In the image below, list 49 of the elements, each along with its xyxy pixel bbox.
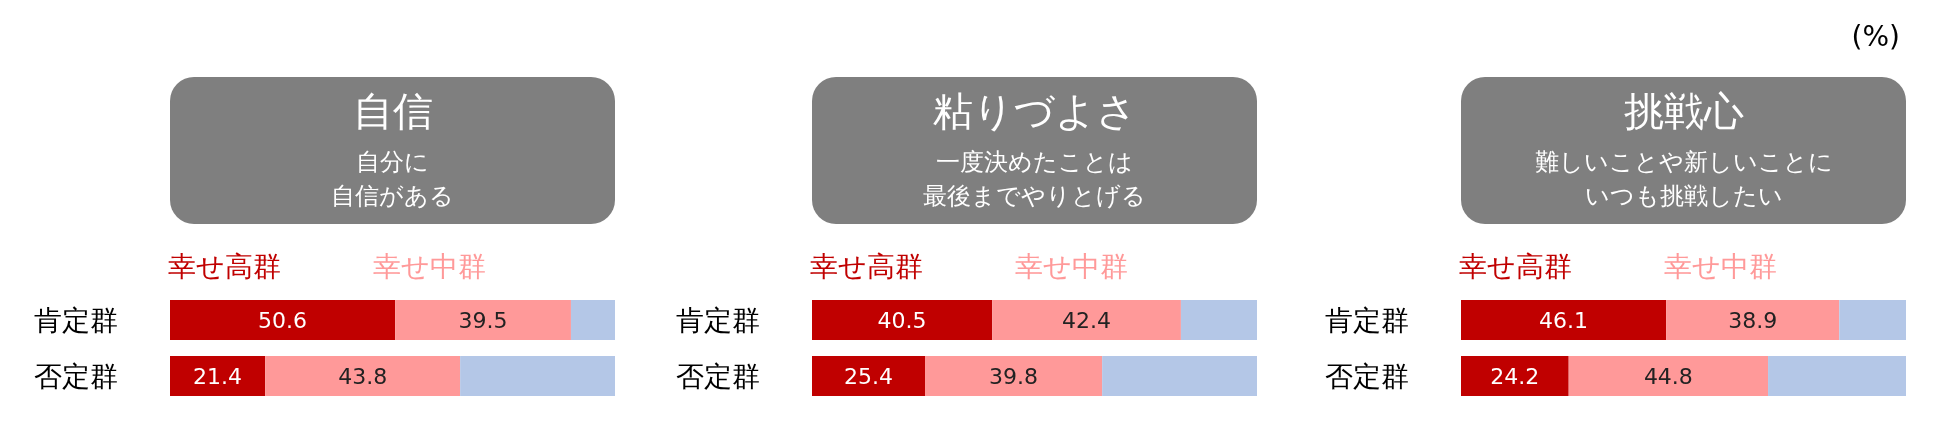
bar: [1461, 356, 1569, 396]
data-label: 21.4: [193, 364, 243, 389]
bar: [812, 356, 926, 396]
bar: [925, 356, 1103, 396]
y-tick-label: 否定群: [34, 360, 118, 393]
bar: [170, 356, 266, 396]
bar: [992, 300, 1181, 340]
data-label: 40.5: [877, 308, 927, 333]
text: (%): [1851, 20, 1900, 53]
bar: [1568, 356, 1769, 396]
y-tick-label: 否定群: [676, 360, 760, 393]
bar: [1839, 300, 1906, 340]
series-label: 幸せ中群: [1014, 250, 1128, 283]
bar: [170, 300, 396, 340]
bar: [812, 300, 993, 340]
data-label: 50.6: [258, 308, 308, 333]
data-label: 44.8: [1643, 364, 1693, 389]
data-label: 42.4: [1062, 308, 1112, 333]
y-tick-label: 肯定群: [34, 304, 118, 337]
bar: [1666, 300, 1840, 340]
y-tick-label: 肯定群: [676, 304, 760, 337]
chart-title: 自信: [352, 88, 433, 134]
data-label: 43.8: [338, 364, 388, 389]
data-label: 39.8: [989, 364, 1039, 389]
chart-title: 挑戦心: [1623, 88, 1744, 134]
chart-subtitle: 自分に自信がある: [331, 148, 454, 210]
bar: [460, 356, 615, 396]
bar: [265, 356, 461, 396]
bar: [1180, 300, 1258, 340]
chart-subtitle: 一度決めたことは最後までやりとげる: [923, 148, 1146, 210]
y-tick-label: 否定群: [1325, 360, 1409, 393]
data-label: 46.1: [1539, 308, 1589, 333]
bar: [395, 300, 571, 340]
series-label: 幸せ中群: [372, 250, 486, 283]
series-label: 幸せ中群: [1663, 250, 1777, 283]
bar: [1768, 356, 1906, 396]
data-label: 24.2: [1490, 364, 1540, 389]
chart-title: 粘りづよさ: [932, 88, 1137, 134]
y-tick-label: 肯定群: [1325, 304, 1409, 337]
series-label: 幸せ高群: [1458, 250, 1572, 283]
data-label: 39.5: [458, 308, 508, 333]
bar: [570, 300, 615, 340]
series-label: 幸せ高群: [167, 250, 281, 283]
bar: [1461, 300, 1667, 340]
series-label: 幸せ高群: [809, 250, 923, 283]
data-label: 25.4: [844, 364, 894, 389]
chart-subtitle: 難しいことや新しいことにいつも挑戦したい: [1534, 148, 1833, 210]
data-label: 38.9: [1728, 308, 1778, 333]
bar: [1102, 356, 1257, 396]
